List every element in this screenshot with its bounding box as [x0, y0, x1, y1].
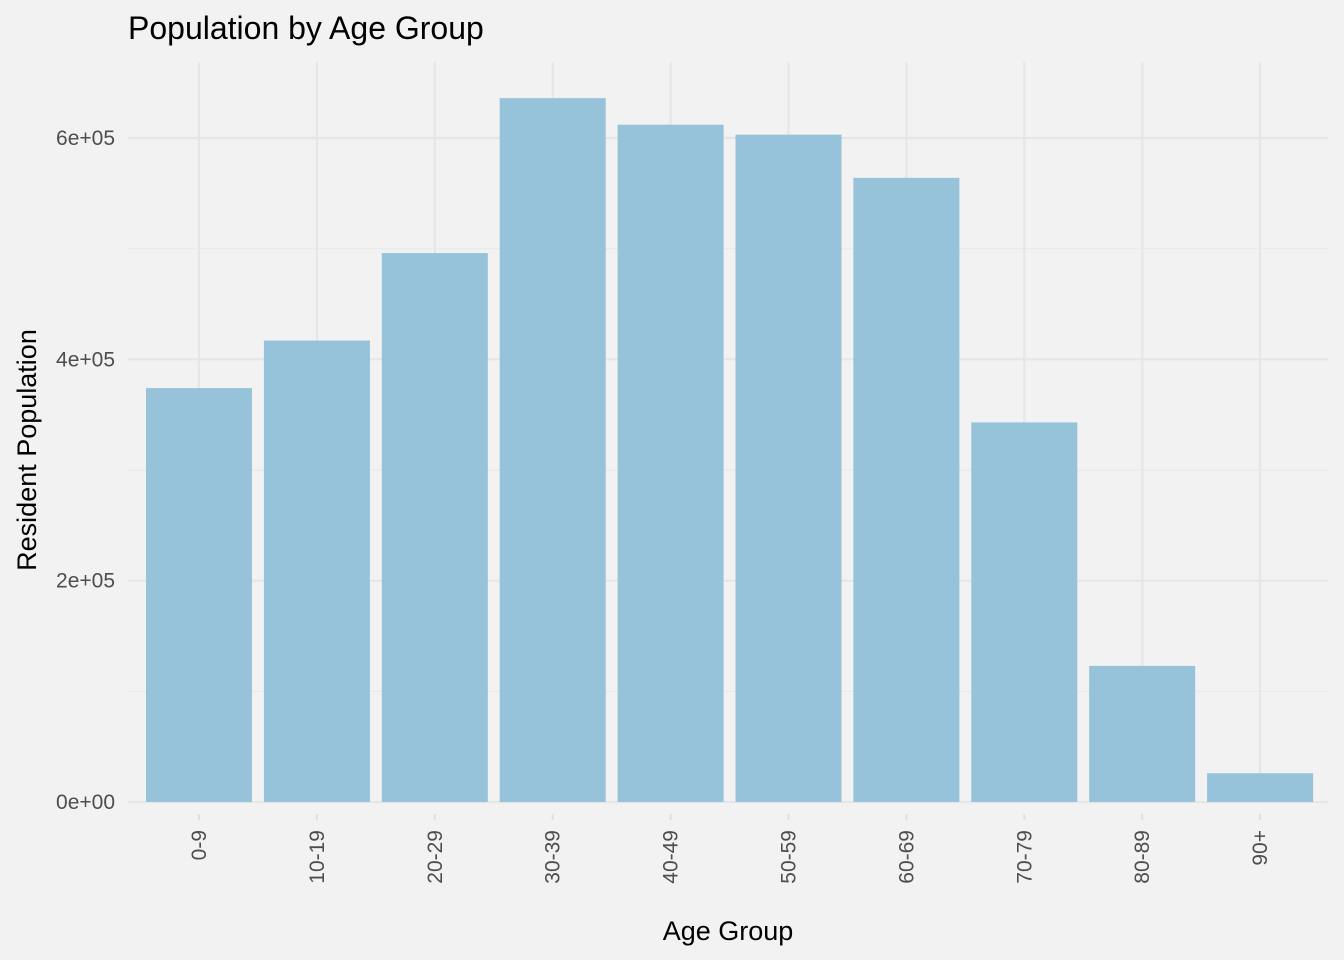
y-tick-label: 2e+05: [56, 570, 115, 593]
x-tick-label: 70-79: [1013, 830, 1036, 884]
x-tick-label: 40-49: [660, 830, 683, 884]
bar-90+: [1207, 773, 1314, 802]
y-tick-label: 4e+05: [56, 348, 115, 371]
x-axis-title: Age Group: [663, 916, 794, 946]
x-tick-label: 30-39: [542, 830, 565, 884]
x-tick-label: 80-89: [1131, 830, 1154, 884]
bar-0-9: [146, 388, 252, 802]
bar-20-29: [381, 253, 488, 803]
bar-layer: [146, 98, 1314, 803]
bar-80-89: [1089, 665, 1196, 802]
x-tick-label: 60-69: [895, 830, 918, 884]
bar-70-79: [971, 422, 1078, 802]
x-tick-label: 20-29: [424, 830, 447, 884]
bar-50-59: [735, 134, 842, 802]
y-axis-title: Resident Population: [12, 329, 42, 571]
bar-30-39: [499, 98, 606, 802]
bar-10-19: [263, 340, 370, 802]
y-tick-label: 0e+00: [56, 791, 115, 814]
axis-layer: 0e+00 2e+05 4e+05 6e+05 0-9 10-19 20-29 30-39 40…: [56, 127, 1272, 884]
x-tick-label: 10-19: [306, 830, 329, 884]
y-tick-label: 6e+05: [56, 127, 115, 150]
bar-60-69: [853, 177, 960, 803]
x-tick-label: 90+: [1249, 830, 1272, 866]
bar-40-49: [617, 124, 724, 803]
x-tick-label: 0-9: [188, 830, 211, 860]
x-tick-label: 50-59: [778, 830, 801, 884]
chart-title: Population by Age Group: [128, 10, 484, 46]
